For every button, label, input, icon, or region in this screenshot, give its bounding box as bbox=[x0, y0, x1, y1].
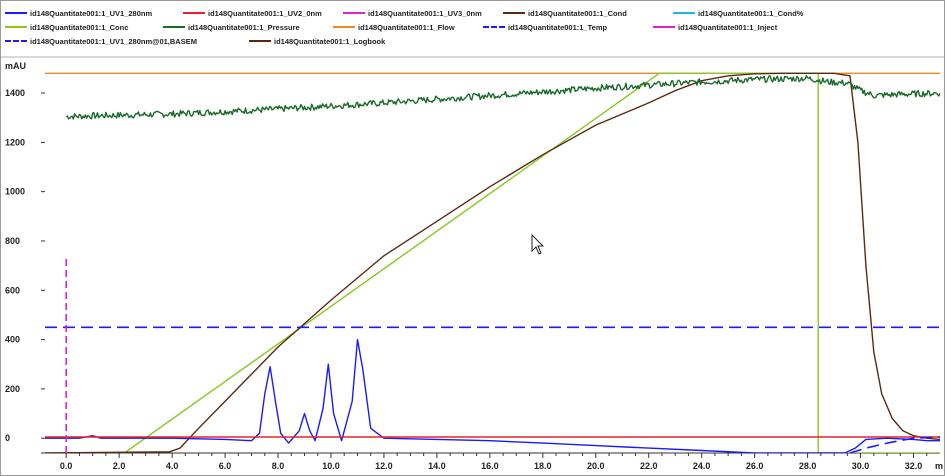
legend-swatch bbox=[673, 12, 695, 14]
x-tick-label: 18.0 bbox=[534, 461, 552, 471]
legend-label: id148Quantitate001:1_Pressure bbox=[188, 22, 300, 32]
x-tick-label: 8.0 bbox=[272, 461, 285, 471]
legend-label: id148Quantitate001:1_UV1_280nm@01,BASEM bbox=[30, 36, 197, 46]
x-tick-label: 20.0 bbox=[587, 461, 605, 471]
y-tick-label: 1000 bbox=[5, 187, 25, 197]
y-tick-label: 200 bbox=[5, 384, 20, 394]
x-tick-label: 4.0 bbox=[166, 461, 179, 471]
legend-swatch bbox=[183, 12, 205, 14]
legend-label: id148Quantitate001:1_Conc bbox=[30, 22, 129, 32]
legend-label: id148Quantitate001:1_UV3_0nm bbox=[368, 8, 482, 18]
y-tick-label: 600 bbox=[5, 285, 20, 295]
legend-swatch bbox=[333, 26, 355, 28]
y-tick-label: 0 bbox=[5, 433, 10, 443]
legend-label: id148Quantitate001:1_Cond bbox=[528, 8, 627, 18]
y-tick-label: 1400 bbox=[5, 88, 25, 98]
x-tick-label: 2.0 bbox=[113, 461, 126, 471]
legend-swatch bbox=[5, 26, 27, 28]
x-tick-label: 10.0 bbox=[322, 461, 340, 471]
legend-label: id148Quantitate001:1_Temp bbox=[508, 22, 608, 32]
legend-item: id148Quantitate001:1_UV2_0nm bbox=[183, 7, 322, 19]
legend-item: id148Quantitate001:1_Cond bbox=[503, 7, 627, 19]
legend-swatch bbox=[653, 26, 675, 28]
x-tick-label: 28.0 bbox=[799, 461, 817, 471]
x-tick-label: 26.0 bbox=[746, 461, 764, 471]
legend-label: id148Quantitate001:1_Inject bbox=[678, 22, 778, 32]
x-tick-label: 6.0 bbox=[219, 461, 232, 471]
legend-item: id148Quantitate001:1_Conc bbox=[5, 21, 128, 33]
legend-swatch bbox=[503, 12, 525, 14]
legend-label: id148Quantitate001:1_Cond% bbox=[698, 8, 804, 18]
legend-swatch bbox=[249, 40, 271, 42]
legend-item: id148Quantitate001:1_UV3_0nm bbox=[343, 7, 482, 19]
legend-item: id148Quantitate001:1_Cond% bbox=[673, 7, 803, 19]
legend-item: id148Quantitate001:1_UV1_280nm@01,BASEM bbox=[5, 35, 197, 47]
legend-label: id148Quantitate001:1_Flow bbox=[358, 22, 455, 32]
legend-label: id148Quantitate001:1_Logbook bbox=[274, 36, 386, 46]
legend-item: id148Quantitate001:1_Temp bbox=[483, 21, 607, 33]
y-axis-title: mAU bbox=[5, 61, 26, 71]
x-tick-label: 0.0 bbox=[60, 461, 73, 471]
y-tick-label: 400 bbox=[5, 335, 20, 345]
legend-swatch bbox=[343, 12, 365, 14]
x-tick-label: 24.0 bbox=[693, 461, 711, 471]
y-tick-label: 800 bbox=[5, 236, 20, 246]
legend-item: id148Quantitate001:1_Inject bbox=[653, 21, 777, 33]
legend-swatch bbox=[163, 26, 185, 28]
x-tick-label: 30.0 bbox=[852, 461, 870, 471]
legend-label: id148Quantitate001:1_UV1_280nm bbox=[30, 8, 153, 18]
series-line bbox=[65, 74, 940, 120]
x-axis-unit: m bbox=[935, 461, 943, 471]
cursor-icon bbox=[531, 233, 545, 255]
legend-label: id148Quantitate001:1_UV2_0nm bbox=[208, 8, 322, 18]
x-tick-label: 14.0 bbox=[428, 461, 446, 471]
x-tick-label: 22.0 bbox=[640, 461, 658, 471]
legend-item: id148Quantitate001:1_Flow bbox=[333, 21, 455, 33]
legend-swatch bbox=[5, 40, 27, 42]
legend-item: id148Quantitate001:1_Pressure bbox=[163, 21, 300, 33]
legend-swatch bbox=[483, 26, 505, 28]
chart-legend: id148Quantitate001:1_UV1_280nm id148Quant… bbox=[5, 3, 940, 55]
y-tick-label: 1200 bbox=[5, 137, 25, 147]
x-tick-label: 32.0 bbox=[905, 461, 923, 471]
legend-swatch bbox=[5, 12, 27, 14]
series-line bbox=[45, 72, 940, 453]
series-line bbox=[45, 72, 940, 453]
legend-item: id148Quantitate001:1_Logbook bbox=[249, 35, 385, 47]
x-tick-label: 16.0 bbox=[481, 461, 499, 471]
series-line bbox=[849, 436, 940, 453]
series-line bbox=[45, 338, 940, 453]
x-tick-label: 12.0 bbox=[375, 461, 393, 471]
legend-item: id148Quantitate001:1_UV1_280nm bbox=[5, 7, 152, 19]
